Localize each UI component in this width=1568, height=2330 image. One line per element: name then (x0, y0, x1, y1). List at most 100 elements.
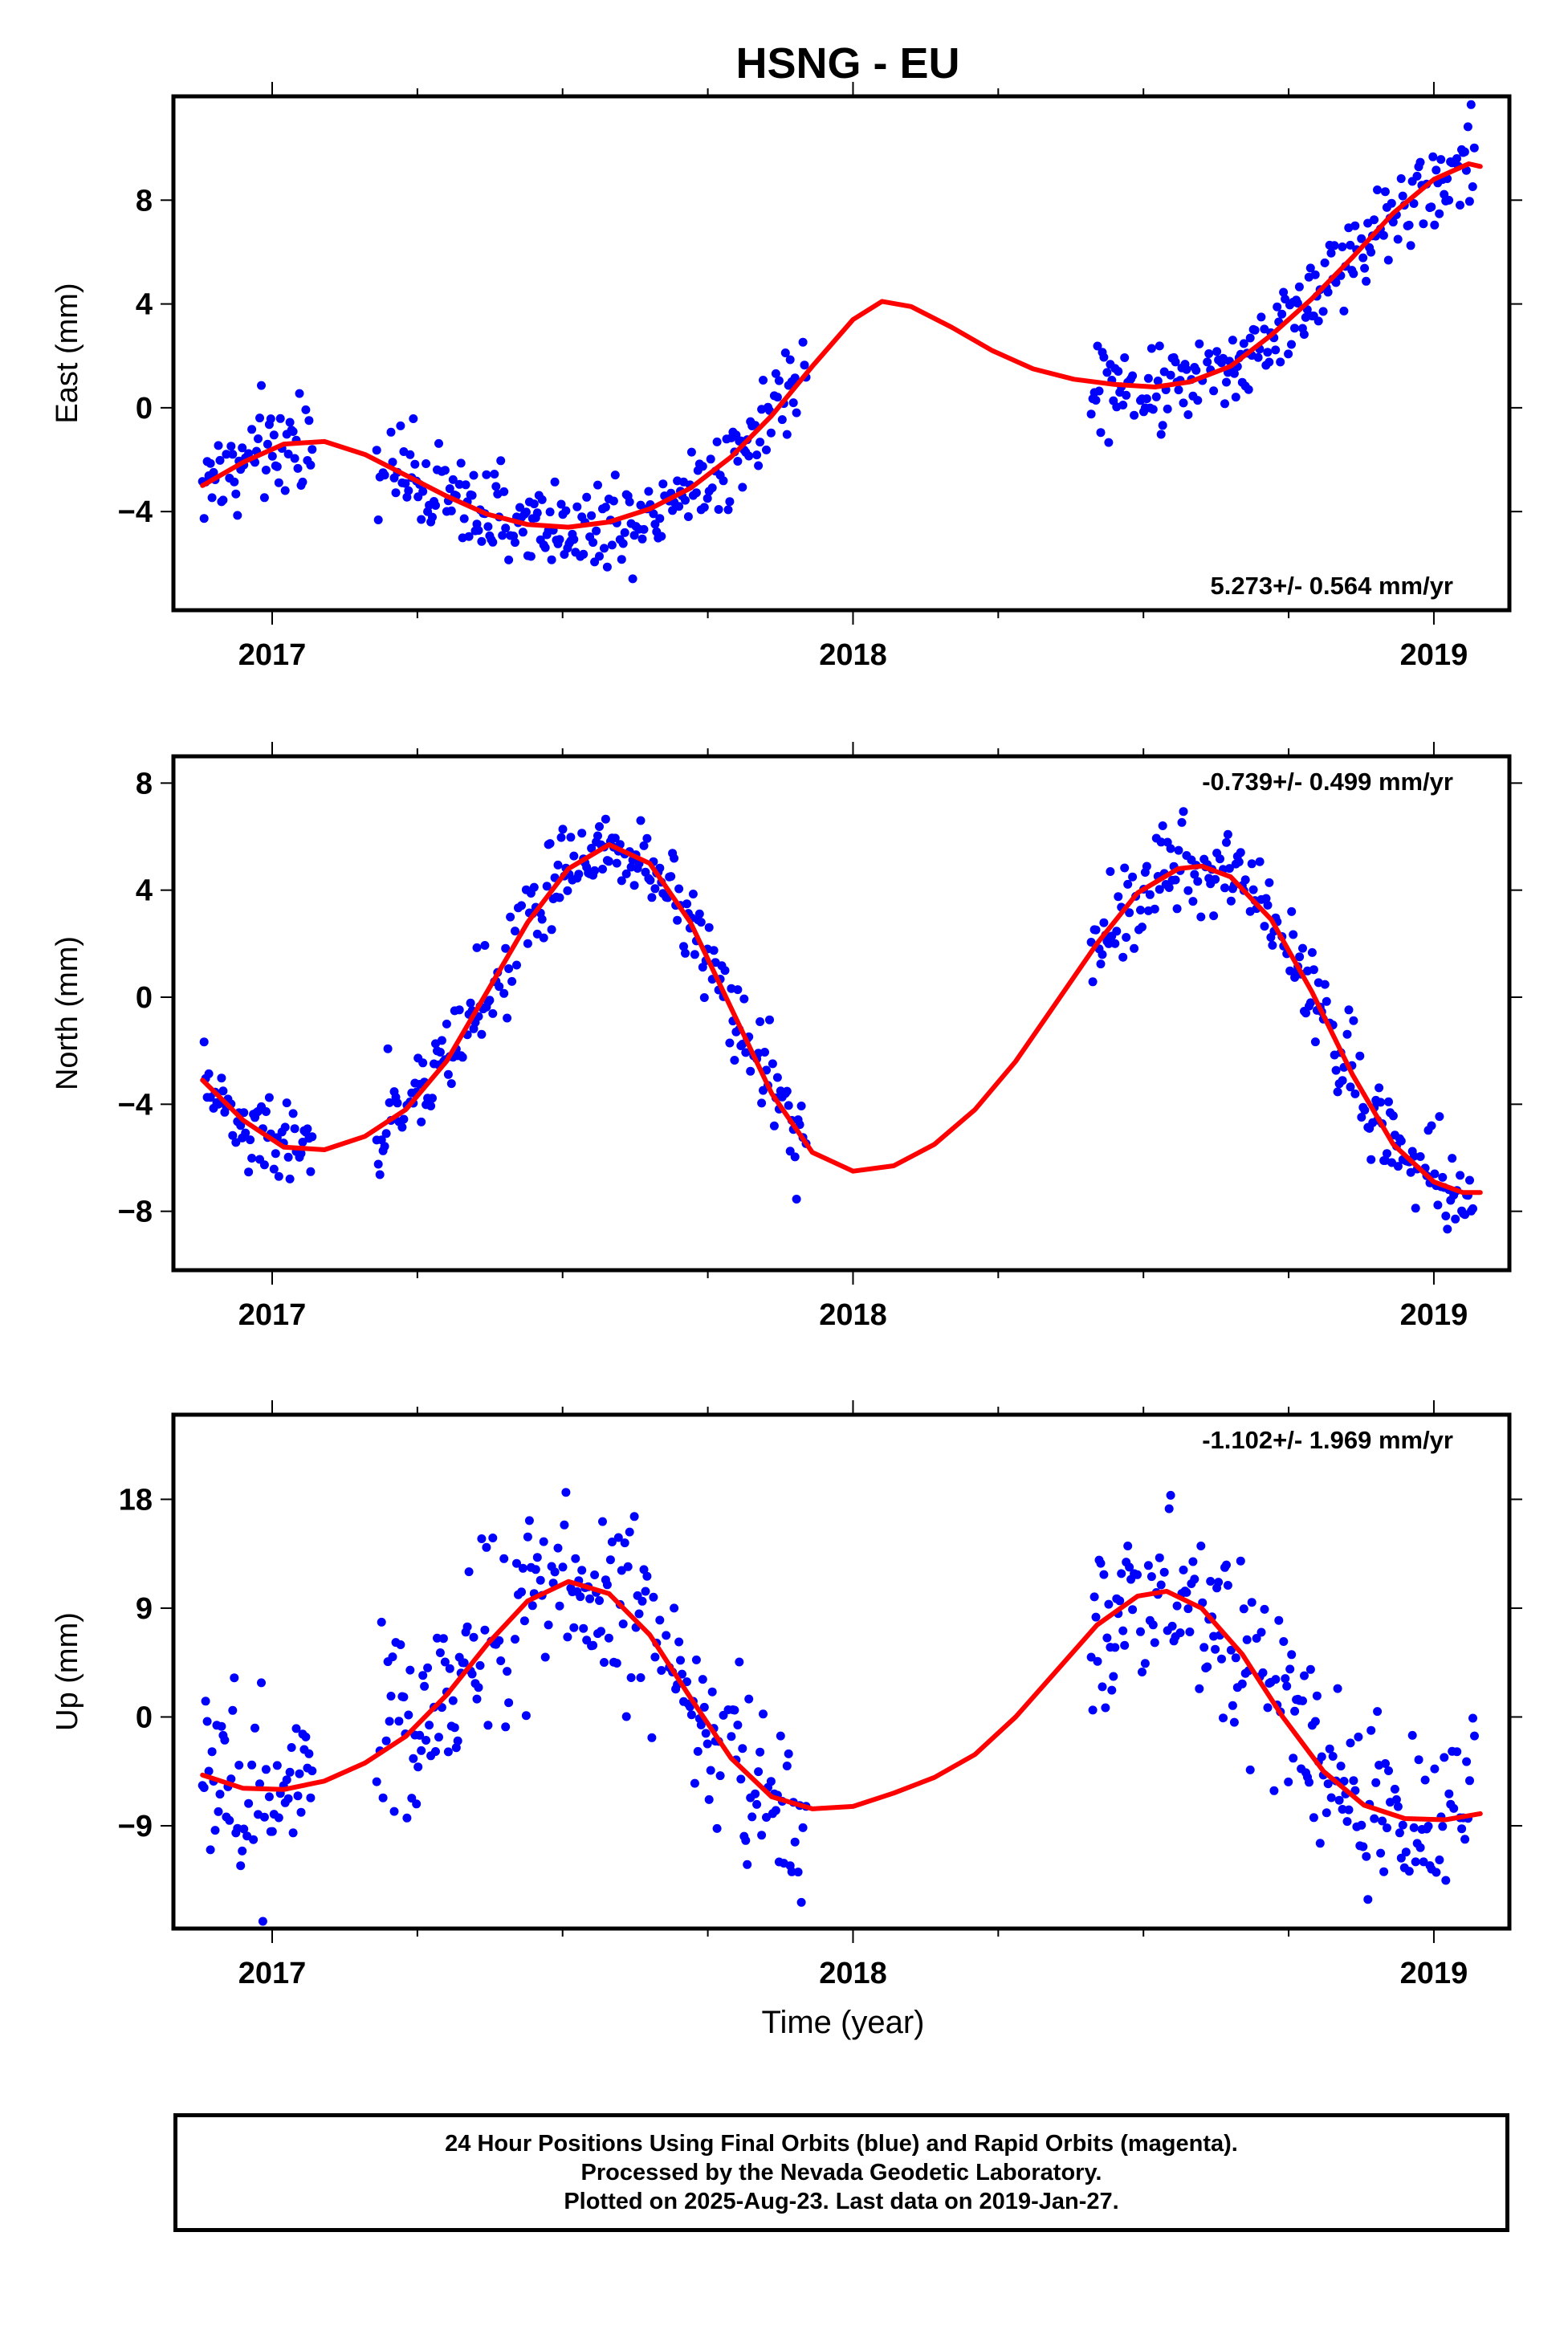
data-point (409, 414, 418, 423)
data-point (469, 1632, 479, 1642)
data-point (1237, 1679, 1247, 1688)
data-point (459, 514, 469, 523)
data-point (1381, 1759, 1390, 1768)
data-point (280, 1122, 290, 1132)
data-point (1452, 154, 1461, 163)
data-point (1398, 191, 1407, 201)
data-point (738, 483, 747, 492)
fit-line (200, 161, 1483, 530)
data-point (706, 1766, 715, 1775)
data-point (571, 1554, 580, 1563)
data-point (207, 493, 217, 503)
data-point (209, 467, 218, 477)
data-point (1395, 1828, 1404, 1838)
data-point (474, 1683, 483, 1693)
data-point (686, 447, 696, 457)
data-point (426, 1102, 436, 1110)
data-point (699, 993, 709, 1002)
data-point (771, 1806, 780, 1815)
data-point (1342, 1029, 1352, 1039)
data-point (467, 1669, 477, 1679)
data-point (701, 1729, 711, 1738)
data-point (428, 512, 437, 522)
data-point (499, 487, 509, 496)
data-point (488, 537, 498, 547)
data-point (480, 1625, 490, 1635)
data-point (1460, 147, 1469, 157)
data-point (1130, 943, 1139, 953)
data-point (1366, 247, 1376, 257)
data-point (1428, 152, 1438, 161)
data-point (1142, 394, 1151, 404)
data-point (255, 1779, 264, 1789)
data-point (1182, 1587, 1191, 1597)
data-point (1404, 1867, 1414, 1876)
data-point (511, 1635, 519, 1644)
data-point (1269, 1786, 1279, 1795)
data-point (1185, 1627, 1195, 1636)
data-point (230, 477, 239, 487)
data-point (730, 1056, 739, 1065)
data-point (1098, 1682, 1107, 1692)
data-point (1289, 1754, 1298, 1763)
data-point (475, 1660, 485, 1670)
data-point (307, 1132, 317, 1142)
data-point (798, 337, 808, 347)
data-point (572, 502, 582, 511)
scatter-points (198, 1488, 1479, 1926)
data-point (1110, 1643, 1120, 1652)
data-point (1346, 1738, 1355, 1748)
data-point (404, 1710, 413, 1720)
data-point (477, 1029, 487, 1039)
data-point (612, 858, 621, 868)
data-point (488, 1534, 498, 1542)
data-point (1323, 1779, 1333, 1789)
data-point (733, 457, 743, 466)
data-point (1155, 341, 1164, 351)
data-point (272, 462, 282, 471)
data-point (1281, 1674, 1290, 1684)
data-point (1366, 1155, 1376, 1164)
data-point (1298, 943, 1307, 953)
data-point (587, 844, 597, 853)
data-point (272, 1761, 282, 1770)
data-point (589, 1640, 598, 1650)
data-point (375, 1170, 385, 1179)
data-point (381, 1129, 391, 1139)
data-point (739, 994, 749, 1004)
data-point (255, 413, 264, 423)
y-tick-label: 18 (119, 1483, 153, 1517)
data-point (1383, 1149, 1391, 1159)
data-point (274, 1813, 283, 1823)
rate-label: -1.102+/- 1.969 mm/yr (1202, 1426, 1453, 1454)
data-point (639, 1565, 649, 1574)
data-point (1435, 1855, 1444, 1864)
data-point (694, 909, 704, 919)
data-point (1277, 309, 1287, 319)
data-point (288, 1109, 298, 1118)
data-point (269, 1164, 279, 1174)
data-point (550, 477, 560, 487)
data-point (539, 1537, 548, 1546)
data-point (446, 506, 456, 515)
data-point (450, 1723, 459, 1733)
data-point (503, 1013, 512, 1023)
data-point (759, 376, 768, 385)
data-point (418, 1058, 428, 1068)
data-point (1183, 886, 1193, 895)
data-point (1401, 1847, 1411, 1857)
data-point (598, 1517, 607, 1526)
data-point (1370, 1814, 1379, 1823)
data-point (1438, 1172, 1448, 1182)
data-point (1088, 1705, 1098, 1715)
x-tick-label: 2017 (238, 1957, 307, 1990)
data-point (1357, 234, 1366, 243)
data-point (1309, 1813, 1318, 1823)
data-point (1096, 428, 1106, 438)
rate-label: 5.273+/- 0.564 mm/yr (1211, 572, 1453, 600)
data-point (741, 1048, 751, 1057)
data-point (1287, 906, 1297, 916)
data-point (1336, 1762, 1346, 1771)
data-point (1231, 393, 1240, 402)
